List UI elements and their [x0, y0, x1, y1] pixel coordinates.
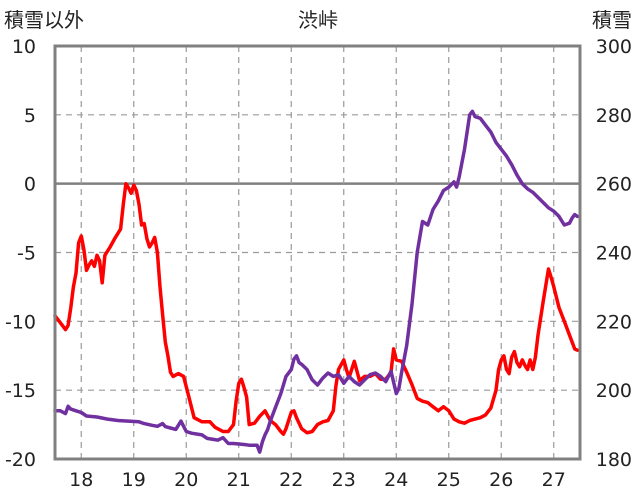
- y-left-axis-label: 積雪以外: [4, 8, 84, 32]
- y-right-axis-label: 積雪: [592, 8, 632, 32]
- y-right-tick-label: 180: [596, 449, 632, 471]
- y-left-tick-label: -20: [5, 449, 36, 471]
- x-tick-label: 26: [489, 469, 513, 491]
- y-left-tick-label: -15: [5, 380, 36, 402]
- y-right-tick-label: 300: [596, 36, 632, 58]
- y-left-tick-label: -5: [17, 243, 36, 265]
- y-left-tick-label: 10: [12, 36, 36, 58]
- series-line-right-axis: [53, 109, 580, 454]
- x-tick-label: 25: [437, 469, 461, 491]
- y-right-tick-label: 200: [596, 380, 632, 402]
- y-left-tick-label: 0: [24, 174, 36, 196]
- x-tick-label: 27: [542, 469, 566, 491]
- y-right-tick-label: 240: [596, 243, 632, 265]
- series: [53, 109, 580, 454]
- x-tick-label: 20: [174, 469, 198, 491]
- y-right-tick-label: 260: [596, 174, 632, 196]
- grid: [55, 46, 580, 459]
- x-tick-label: 18: [69, 469, 93, 491]
- y-right-tick-label: 280: [596, 105, 632, 127]
- x-tick-label: 21: [227, 469, 251, 491]
- x-tick-label: 22: [279, 469, 303, 491]
- y-left-tick-label: 5: [24, 105, 36, 127]
- tick-labels: 10 300 5 280 0 260 -5 240 -10 220 -15 200 -20 180 18 19…: [5, 36, 632, 491]
- series-line-left-axis: [53, 181, 580, 436]
- x-tick-label: 23: [332, 469, 356, 491]
- y-right-tick-label: 220: [596, 311, 632, 333]
- chart-title: 渋峠: [298, 8, 338, 32]
- y-left-tick-label: -10: [5, 311, 36, 333]
- x-tick-label: 24: [384, 469, 408, 491]
- plot-frame: [53, 44, 582, 461]
- x-tick-label: 19: [122, 469, 146, 491]
